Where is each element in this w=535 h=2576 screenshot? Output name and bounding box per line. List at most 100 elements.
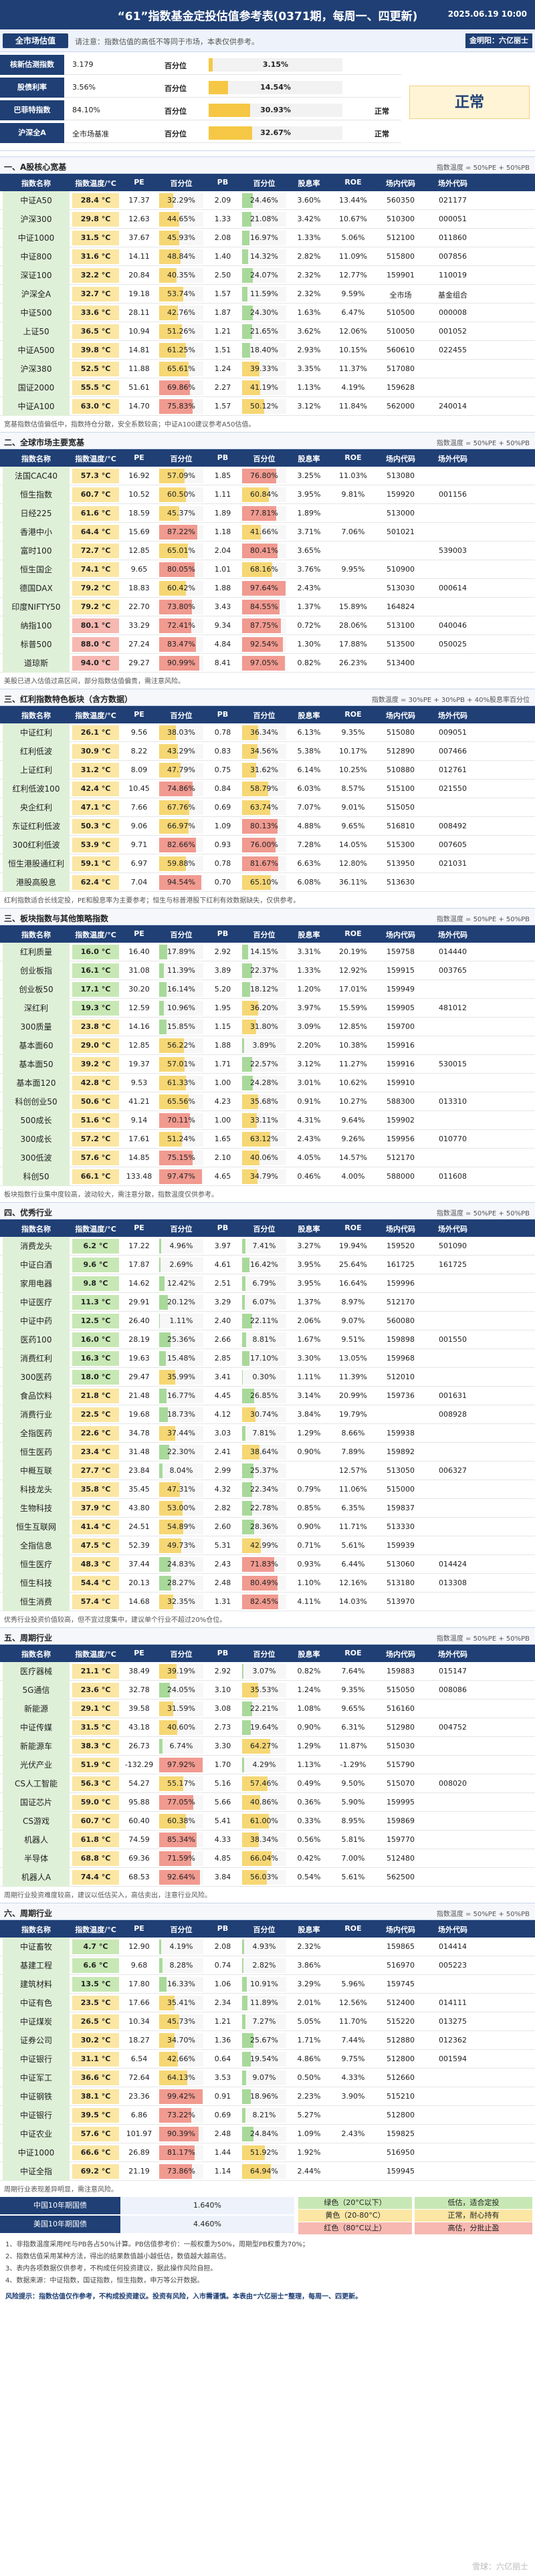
table-row: 法国CAC40 57.3 °C 16.92 57.09% 76.80% 1.85 3.25%… bbox=[0, 467, 535, 485]
index-name: 恒生国企 bbox=[3, 560, 70, 579]
dividend-yield: 0.54% bbox=[297, 1873, 321, 1881]
table-row: 5G通信 23.6 °C 32.78 24.05% 35.53% 3.10 1.24% 9.3… bbox=[0, 1681, 535, 1700]
roe-value: 9.01% bbox=[341, 803, 365, 812]
percentile-cell: 38.64% bbox=[242, 1445, 286, 1459]
percentile-fill bbox=[242, 343, 250, 358]
table-row: 科创创业50 50.6 °C 41.21 65.56% 35.68% 4.23 0.91% 1… bbox=[0, 1092, 535, 1111]
percentile-cell: 22.78% bbox=[242, 1501, 286, 1516]
percentile-cell: 22.21% bbox=[242, 1702, 286, 1716]
percentile-cell: 34.56% bbox=[242, 744, 286, 759]
table-row: 生物科技 37.9 °C 43.80 53.00% 22.78% 2.82 0.85% 6.3… bbox=[0, 1499, 535, 1518]
percentile-fill bbox=[159, 231, 180, 245]
percentile-fill bbox=[242, 1702, 252, 1716]
percentile-value: 11.89% bbox=[250, 1998, 278, 2007]
index-temperature: 16.3 °C bbox=[72, 1351, 119, 1366]
percentile-value: 10.91% bbox=[250, 1980, 278, 1988]
table-row: 恒生港股通红利 59.1 °C 6.97 59.88% 81.67% 0.78 6.63% 1… bbox=[0, 854, 535, 873]
section-legend: 指数温度 = 50%PE + 50%PB bbox=[436, 440, 530, 447]
otc-code: 021031 bbox=[439, 859, 467, 868]
index-temperature: 33.6 °C bbox=[72, 306, 119, 320]
index-temperature: 63.0 °C bbox=[72, 399, 119, 414]
roe-value: 8.57% bbox=[341, 784, 365, 793]
percentile-cell: 8.81% bbox=[242, 1332, 286, 1347]
percentile-fill bbox=[209, 104, 250, 117]
exchange-code: 513050 bbox=[387, 1466, 415, 1475]
dividend-yield: 3.95% bbox=[297, 1260, 321, 1269]
percentile-cell: 19.64% bbox=[242, 1720, 286, 1735]
roe-value: 10.67% bbox=[339, 215, 367, 223]
dividend-yield: 4.05% bbox=[297, 1153, 321, 1162]
percentile-cell: 28.27% bbox=[159, 1576, 203, 1591]
dividend-yield: 3.65% bbox=[297, 546, 321, 555]
table-row: 医药100 16.0 °C 28.19 25.36% 8.81% 2.66 1.67% 9.5… bbox=[0, 1330, 535, 1349]
percentile-value: 35.53% bbox=[250, 1685, 278, 1694]
pb-value: 1.40 bbox=[214, 252, 231, 261]
percentile-cell: 18.12% bbox=[242, 982, 286, 997]
exchange-code: 510500 bbox=[387, 308, 415, 317]
column-header: 指数温度/°C bbox=[75, 1925, 116, 1934]
index-name: 红利质量 bbox=[3, 943, 70, 961]
percentile-cell: 76.00% bbox=[242, 838, 286, 852]
risk-note: 风险提示：指数估值仅作参考，不构成投资建议。投资有风险，入市需谨慎。本表由“六亿… bbox=[5, 2293, 362, 2301]
index-name: 300低波 bbox=[3, 1149, 70, 1167]
pb-value: 4.23 bbox=[214, 1097, 231, 1106]
percentile-value: 50.12% bbox=[250, 402, 278, 411]
percentile-fill bbox=[159, 2164, 192, 2179]
otc-code: 501090 bbox=[439, 1242, 467, 1250]
index-temperature: 55.5 °C bbox=[72, 380, 119, 395]
roe-value: 4.33% bbox=[341, 2073, 365, 2082]
percentile-fill bbox=[159, 249, 181, 264]
exchange-code: 560080 bbox=[387, 1316, 415, 1325]
percentile-fill bbox=[159, 838, 196, 852]
pb-value: 3.97 bbox=[214, 1242, 231, 1250]
column-header: 百分位 bbox=[170, 931, 193, 939]
pe-value: 23.36 bbox=[128, 2092, 150, 2101]
percentile-fill bbox=[209, 81, 229, 94]
table-row: 富时100 72.7 °C 12.85 65.01% 80.41% 2.04 3.65% 53… bbox=[0, 542, 535, 560]
percentile-cell: 75.83% bbox=[159, 399, 203, 414]
pb-value: 3.89 bbox=[214, 966, 231, 975]
column-header: ROE bbox=[344, 453, 362, 462]
roe-value: 9.26% bbox=[341, 1135, 365, 1143]
index-temperature: 26.5 °C bbox=[72, 2014, 119, 2029]
percentile-fill bbox=[159, 1389, 167, 1403]
column-header: PE bbox=[134, 1223, 144, 1232]
pe-value: 6.54 bbox=[130, 2055, 148, 2063]
pb-value: 2.09 bbox=[214, 196, 231, 205]
table-row: 央企红利 47.1 °C 7.66 67.76% 63.74% 0.69 7.07% 9.01… bbox=[0, 798, 535, 817]
percentile-fill bbox=[242, 380, 261, 395]
percentile-value: 19.64% bbox=[250, 1723, 278, 1732]
otc-code: 050025 bbox=[439, 640, 467, 649]
percentile-fill bbox=[159, 945, 167, 959]
percentile-value: 40.86% bbox=[250, 1798, 278, 1806]
percentile-fill bbox=[159, 963, 165, 978]
pe-value: 26.73 bbox=[128, 1742, 150, 1750]
tier-desc: 低估，适合定投 bbox=[415, 2197, 532, 2209]
index-temperature: 51.6 °C bbox=[72, 1113, 119, 1128]
percentile-fill bbox=[242, 544, 278, 558]
roe-value: 20.19% bbox=[339, 947, 367, 956]
percentile-fill bbox=[159, 525, 198, 540]
otc-code: 014414 bbox=[439, 1942, 467, 1951]
table-row: 沪深300 29.8 °C 12.63 44.65% 21.08% 1.33 3.42% 10… bbox=[0, 210, 535, 229]
percentile-value: 64.13% bbox=[167, 2073, 195, 2082]
index-temperature: 50.3 °C bbox=[72, 819, 119, 834]
percentile-value: 22.37% bbox=[250, 966, 278, 975]
exchange-code: 159916 bbox=[387, 1060, 415, 1068]
exchange-code: 510880 bbox=[387, 766, 415, 774]
index-temperature: 48.3 °C bbox=[72, 1557, 119, 1572]
percentile-fill bbox=[159, 982, 167, 997]
column-header: 百分位 bbox=[253, 1925, 276, 1934]
index-temperature: 64.4 °C bbox=[72, 525, 119, 540]
percentile-cell: 49.73% bbox=[159, 1538, 203, 1553]
table-row: 机器人A 74.4 °C 68.53 92.64% 56.03% 3.84 0.54% 5.6… bbox=[0, 1868, 535, 1887]
percentile-value: 76.80% bbox=[250, 471, 278, 480]
percentile-value: 21.08% bbox=[250, 215, 278, 223]
pe-value: 35.45 bbox=[128, 1485, 150, 1494]
percentile-fill bbox=[242, 1169, 258, 1184]
percentile-cell: 61.25% bbox=[159, 343, 203, 358]
index-name: 沪深全A bbox=[3, 285, 70, 304]
dividend-yield: 1.33% bbox=[297, 233, 321, 242]
percentile-fill bbox=[242, 875, 271, 890]
index-name: 建筑材料 bbox=[3, 1975, 70, 1994]
